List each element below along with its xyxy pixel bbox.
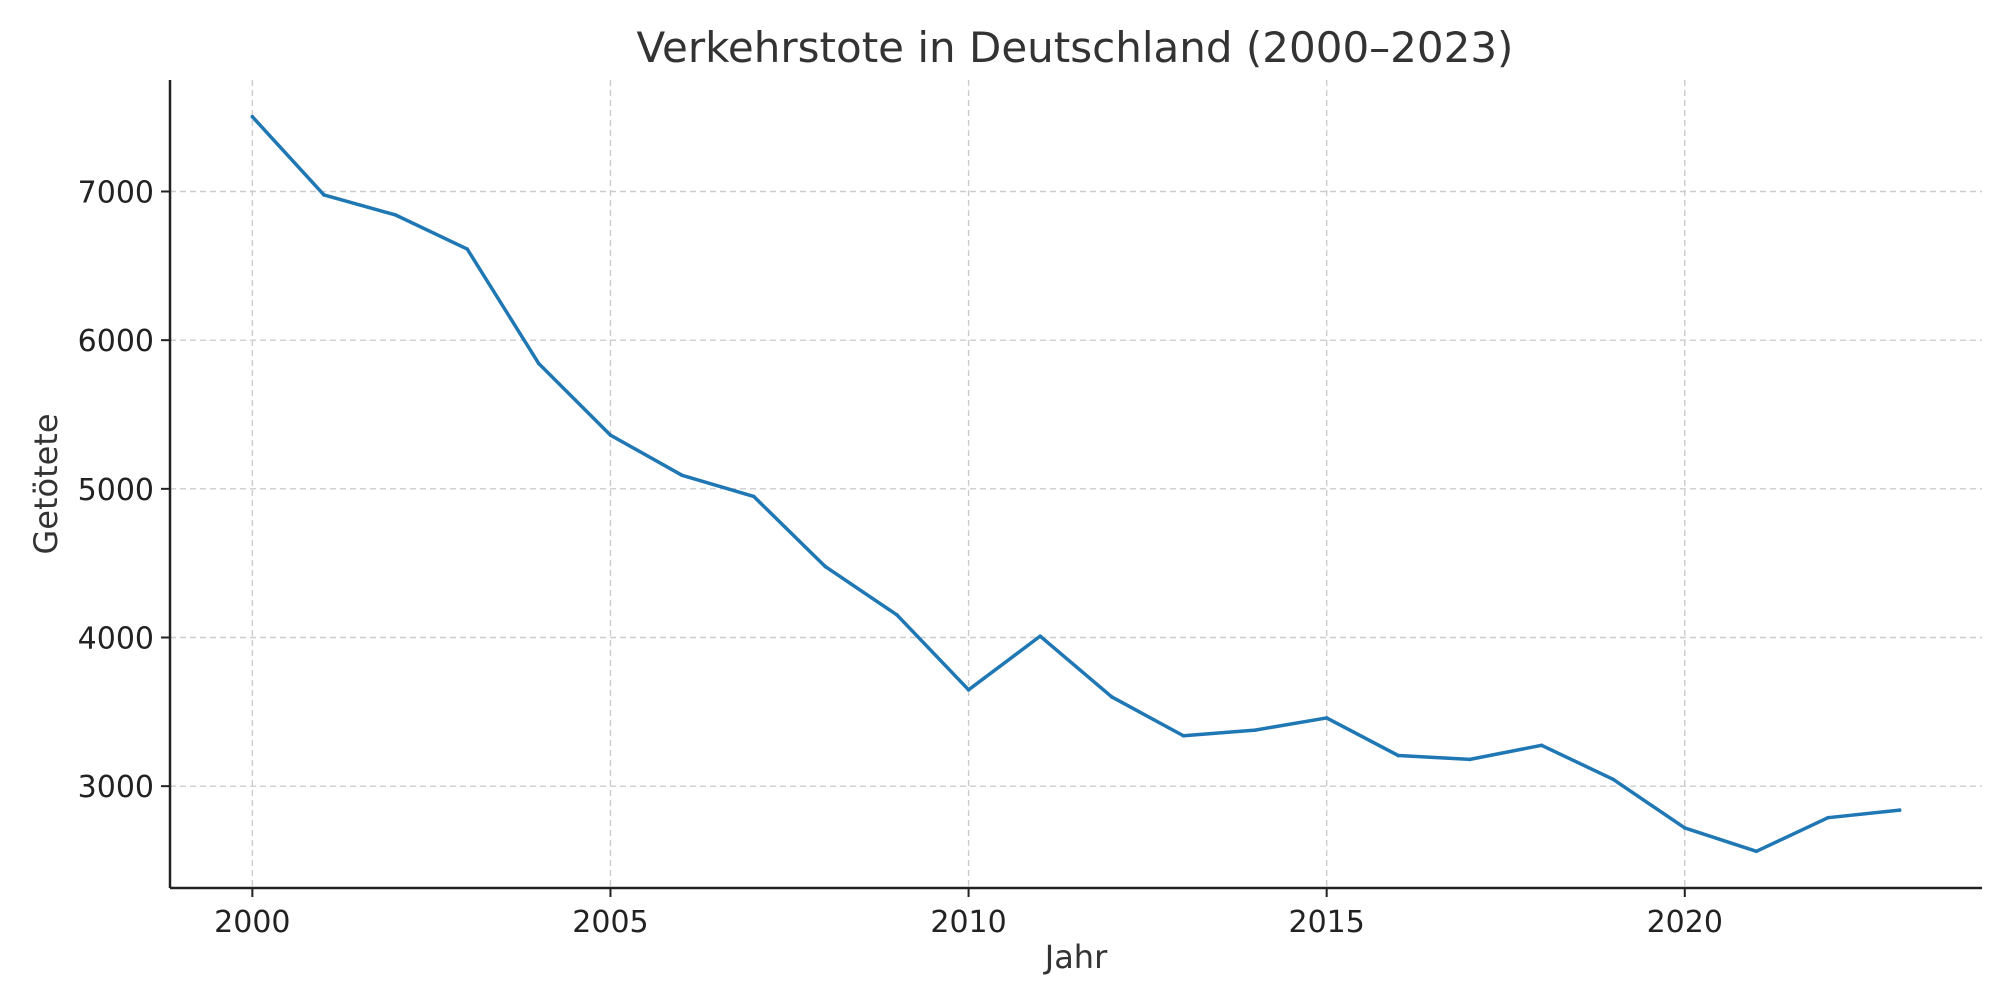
- data-point: [465, 247, 470, 251]
- data-point: [751, 494, 756, 499]
- data-point: [537, 361, 541, 366]
- grid: [170, 80, 1982, 888]
- data-point: [1181, 733, 1186, 738]
- y-tick-label: 4000: [78, 621, 154, 656]
- series-layer: [250, 114, 1902, 854]
- data-point: [608, 433, 613, 437]
- ticks: 2000 2005 2010 2015 2020 3000 4000 5000 6000 7000: [78, 175, 1723, 940]
- data-point: [393, 213, 398, 217]
- y-tick-label: 3000: [78, 770, 154, 805]
- x-tick-label: 2015: [1288, 905, 1364, 940]
- x-tick-label: 2005: [572, 905, 648, 940]
- data-point: [1682, 826, 1687, 830]
- data-point: [1754, 849, 1759, 854]
- x-tick-label: 2010: [930, 905, 1006, 940]
- y-axis-label: Getötete: [27, 413, 65, 554]
- x-axis-label: Jahr: [1043, 938, 1108, 976]
- chart-title: Verkehrstote in Deutschland (2000–2023): [637, 23, 1514, 72]
- x-tick-label: 2000: [214, 905, 290, 940]
- data-point: [1324, 716, 1329, 720]
- data-point: [250, 114, 255, 119]
- y-tick-label: 5000: [78, 473, 154, 508]
- data-point: [322, 193, 326, 197]
- data-point: [1897, 808, 1902, 812]
- data-point: [1396, 753, 1401, 758]
- data-point: [1539, 743, 1544, 748]
- data-point: [966, 688, 971, 692]
- y-tick-label: 6000: [78, 324, 154, 359]
- series-line: [250, 114, 1902, 854]
- data-point: [1038, 634, 1042, 638]
- data-point: [1611, 777, 1615, 782]
- data-point: [680, 473, 684, 478]
- data-point: [1468, 757, 1472, 762]
- data-point: [1110, 695, 1114, 699]
- data-point: [1826, 815, 1830, 820]
- x-tick-label: 2020: [1647, 905, 1723, 940]
- data-point: [895, 613, 899, 617]
- data-point: [1253, 728, 1257, 732]
- y-tick-label: 7000: [78, 175, 154, 210]
- data-point: [823, 564, 828, 569]
